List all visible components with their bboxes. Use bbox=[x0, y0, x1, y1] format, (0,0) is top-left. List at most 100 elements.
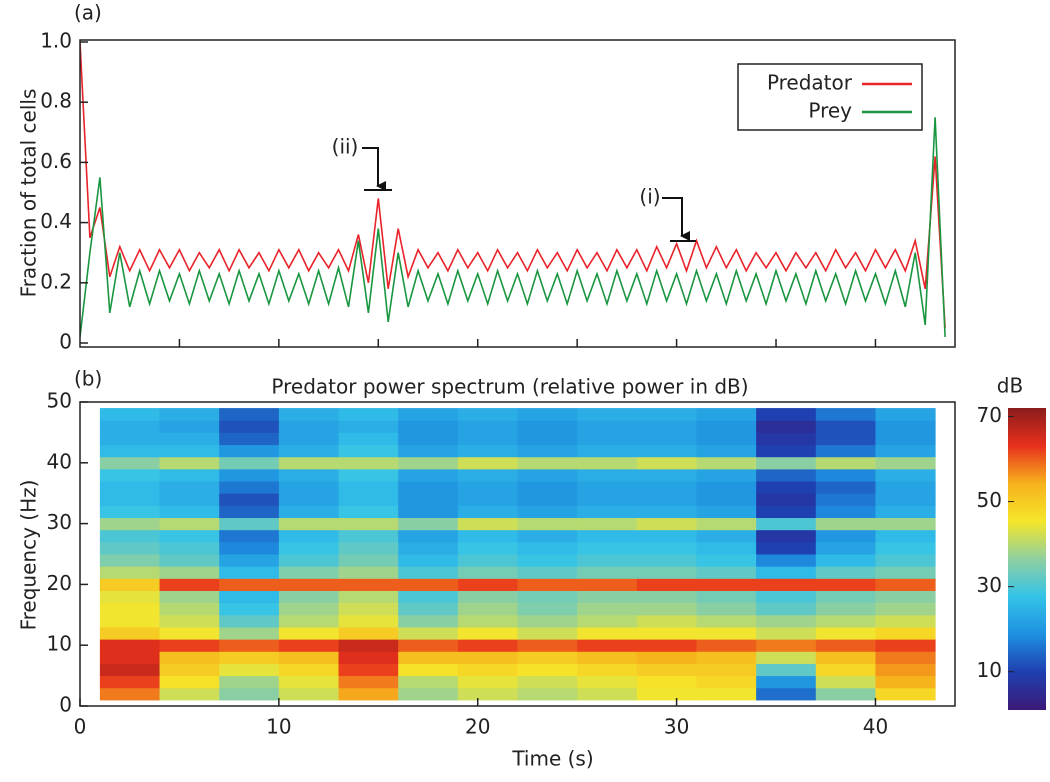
heat-cell bbox=[577, 432, 638, 446]
heat-cell bbox=[517, 529, 578, 543]
colorbar-tick-label: 70 bbox=[977, 403, 1002, 427]
heat-cell bbox=[338, 626, 399, 640]
heat-cell bbox=[99, 626, 161, 640]
heat-cell bbox=[875, 687, 936, 701]
heat-cell bbox=[636, 663, 697, 677]
heat-cell bbox=[159, 554, 220, 567]
heat-cell bbox=[219, 614, 280, 628]
heat-cell bbox=[99, 529, 161, 543]
heat-cell bbox=[696, 444, 757, 458]
heat-cell bbox=[398, 663, 459, 677]
heat-cell bbox=[636, 687, 697, 701]
heat-cell bbox=[398, 541, 459, 555]
annotation: (ii) bbox=[332, 135, 359, 159]
x-tick-label: 40 bbox=[863, 715, 888, 739]
heat-cell bbox=[338, 651, 399, 664]
annotation-arrow bbox=[662, 197, 690, 241]
legend-label: Prey bbox=[808, 99, 852, 123]
heat-cell bbox=[278, 505, 340, 519]
heat-cell bbox=[338, 590, 399, 604]
heat-cell bbox=[696, 566, 757, 579]
heat-cell bbox=[756, 456, 817, 470]
heat-cell bbox=[756, 602, 817, 616]
y-tick-label: 50 bbox=[47, 389, 72, 413]
heat-cell bbox=[517, 432, 578, 446]
heat-cell bbox=[815, 420, 876, 433]
heat-cell bbox=[278, 614, 340, 628]
heat-cell bbox=[219, 675, 280, 689]
heat-cell bbox=[99, 505, 161, 519]
heat-cell bbox=[696, 663, 757, 677]
heat-cell bbox=[278, 529, 340, 543]
heat-cell bbox=[278, 687, 340, 701]
heat-cell bbox=[219, 541, 280, 555]
heat-cell bbox=[577, 408, 638, 421]
heat-cell bbox=[457, 456, 518, 470]
heat-cell bbox=[338, 529, 399, 543]
heat-cell bbox=[338, 614, 399, 628]
heat-cell bbox=[159, 663, 220, 677]
heat-cell bbox=[577, 675, 638, 689]
heat-cell bbox=[577, 481, 638, 494]
heat-cell bbox=[457, 614, 518, 628]
heat-cell bbox=[517, 651, 578, 664]
heat-cell bbox=[99, 541, 161, 555]
heat-cell bbox=[815, 456, 876, 470]
series-line bbox=[80, 41, 946, 328]
heat-cell bbox=[875, 529, 936, 543]
heat-cell bbox=[696, 590, 757, 604]
heat-cell bbox=[99, 456, 161, 470]
heat-cell bbox=[278, 444, 340, 458]
heat-cell bbox=[398, 675, 459, 689]
heat-cell bbox=[338, 554, 399, 567]
heat-cell bbox=[219, 505, 280, 519]
y-axis-label: Fraction of total cells bbox=[17, 89, 41, 298]
y-tick-label: 20 bbox=[47, 571, 72, 595]
heat-cell bbox=[696, 529, 757, 543]
heat-cell bbox=[636, 554, 697, 567]
heat-cell bbox=[815, 505, 876, 519]
heat-cell bbox=[398, 468, 459, 482]
y-tick-label: 1.0 bbox=[40, 29, 72, 53]
heat-cell bbox=[338, 687, 399, 701]
colorbar-tick-label: 50 bbox=[977, 488, 1002, 512]
heat-cell bbox=[577, 566, 638, 579]
heat-cell bbox=[99, 408, 161, 421]
y-tick-label: 40 bbox=[47, 449, 72, 473]
legend: Predator Prey bbox=[767, 71, 912, 123]
heat-cell bbox=[219, 408, 280, 421]
heat-cell bbox=[636, 493, 697, 506]
heat-cell bbox=[99, 578, 161, 591]
heat-cell bbox=[577, 663, 638, 677]
heat-cell bbox=[457, 626, 518, 640]
heat-cell bbox=[815, 614, 876, 628]
heat-cell bbox=[636, 517, 697, 531]
colorbar bbox=[1008, 408, 1046, 710]
heat-cell bbox=[219, 468, 280, 482]
heat-cell bbox=[278, 420, 340, 433]
heat-cell bbox=[875, 663, 936, 677]
annotation-arrow bbox=[362, 147, 386, 191]
colorbar-label: dB bbox=[997, 374, 1023, 398]
heat-cell bbox=[875, 578, 936, 591]
heat-cell bbox=[517, 566, 578, 579]
heat-cell bbox=[815, 663, 876, 677]
y-tick-label: 0 bbox=[59, 330, 72, 354]
heat-cell bbox=[875, 444, 936, 458]
heat-cell bbox=[278, 639, 340, 652]
heat-cell bbox=[517, 456, 578, 470]
heat-cell bbox=[815, 554, 876, 567]
heat-cell bbox=[696, 493, 757, 506]
heat-cell bbox=[517, 614, 578, 628]
heat-cell bbox=[815, 626, 876, 640]
x-tick-label: 10 bbox=[266, 715, 291, 739]
heat-cell bbox=[696, 432, 757, 446]
heat-cell bbox=[577, 529, 638, 543]
heat-cell bbox=[219, 554, 280, 567]
heat-cell bbox=[338, 517, 399, 531]
heat-cell bbox=[99, 639, 161, 652]
heat-cell bbox=[875, 505, 936, 519]
heat-cell bbox=[636, 578, 697, 591]
heat-cell bbox=[636, 408, 697, 421]
